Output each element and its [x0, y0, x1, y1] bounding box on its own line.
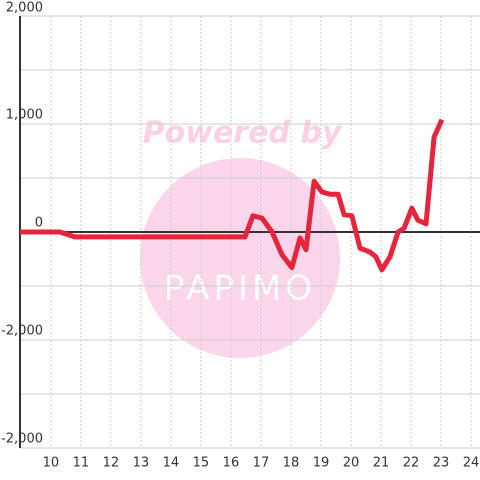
x-tick-label: 24 [463, 456, 480, 471]
data-line [20, 118, 445, 273]
x-tick-label: 10 [43, 456, 60, 471]
x-tick-label: 14 [163, 456, 180, 471]
y-tick-label: 2,000 [6, 1, 43, 16]
x-tick-label: 21 [373, 456, 390, 471]
x-tick-label: 13 [133, 456, 150, 471]
x-tick-label: 22 [403, 456, 420, 471]
x-tick-label: 15 [193, 456, 210, 471]
x-tick-label: 11 [73, 456, 90, 471]
watermark-logo: PAPIMO [164, 269, 316, 309]
x-tick-label: 23 [433, 456, 450, 471]
y-tick-label: 0 [35, 216, 43, 231]
x-tick-label: 20 [343, 456, 360, 471]
x-tick-label: 19 [313, 456, 330, 471]
y-tick-label: 1,000 [6, 108, 43, 123]
x-tick-label: 12 [103, 456, 120, 471]
watermark-circle [140, 158, 340, 358]
x-tick-label: 16 [223, 456, 240, 471]
y-tick-label: -2,000 [1, 324, 43, 339]
y-tick-label: -2,000 [1, 432, 43, 447]
watermark-text: Powered by [143, 116, 343, 151]
x-tick-label: 17 [253, 456, 270, 471]
x-tick-label: 18 [283, 456, 300, 471]
